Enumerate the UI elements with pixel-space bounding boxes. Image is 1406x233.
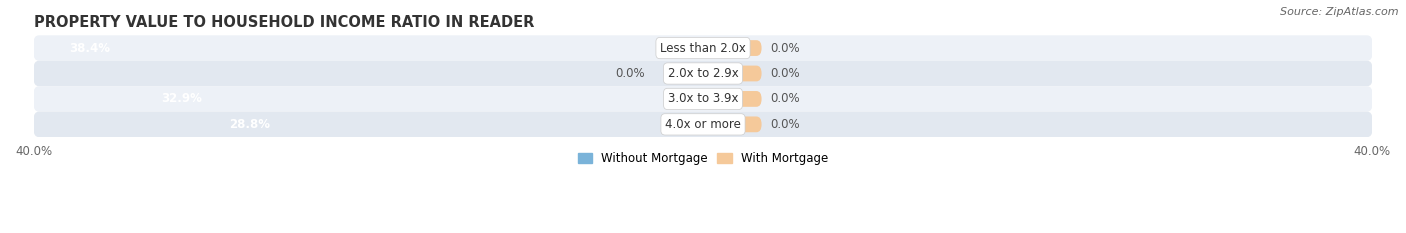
Text: 0.0%: 0.0% — [770, 93, 800, 105]
Legend: Without Mortgage, With Mortgage: Without Mortgage, With Mortgage — [574, 147, 832, 170]
FancyBboxPatch shape — [703, 66, 762, 81]
Text: 0.0%: 0.0% — [770, 41, 800, 55]
Text: Source: ZipAtlas.com: Source: ZipAtlas.com — [1281, 7, 1399, 17]
Text: 38.4%: 38.4% — [69, 41, 110, 55]
FancyBboxPatch shape — [34, 86, 1372, 112]
Text: 3.0x to 3.9x: 3.0x to 3.9x — [668, 93, 738, 105]
FancyBboxPatch shape — [34, 61, 1372, 86]
Text: 2.0x to 2.9x: 2.0x to 2.9x — [668, 67, 738, 80]
Text: PROPERTY VALUE TO HOUSEHOLD INCOME RATIO IN READER: PROPERTY VALUE TO HOUSEHOLD INCOME RATIO… — [34, 15, 534, 30]
Text: 32.9%: 32.9% — [160, 93, 201, 105]
Text: Less than 2.0x: Less than 2.0x — [659, 41, 747, 55]
Text: 0.0%: 0.0% — [614, 67, 644, 80]
FancyBboxPatch shape — [703, 91, 762, 107]
FancyBboxPatch shape — [703, 40, 762, 56]
Text: 0.0%: 0.0% — [770, 118, 800, 131]
FancyBboxPatch shape — [34, 112, 1372, 137]
FancyBboxPatch shape — [34, 35, 1372, 61]
Text: 28.8%: 28.8% — [229, 118, 270, 131]
Text: 4.0x or more: 4.0x or more — [665, 118, 741, 131]
Text: 0.0%: 0.0% — [770, 67, 800, 80]
FancyBboxPatch shape — [703, 116, 762, 132]
